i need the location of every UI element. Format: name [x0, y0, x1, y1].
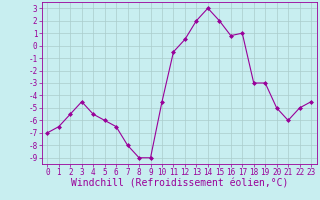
X-axis label: Windchill (Refroidissement éolien,°C): Windchill (Refroidissement éolien,°C) [70, 179, 288, 189]
